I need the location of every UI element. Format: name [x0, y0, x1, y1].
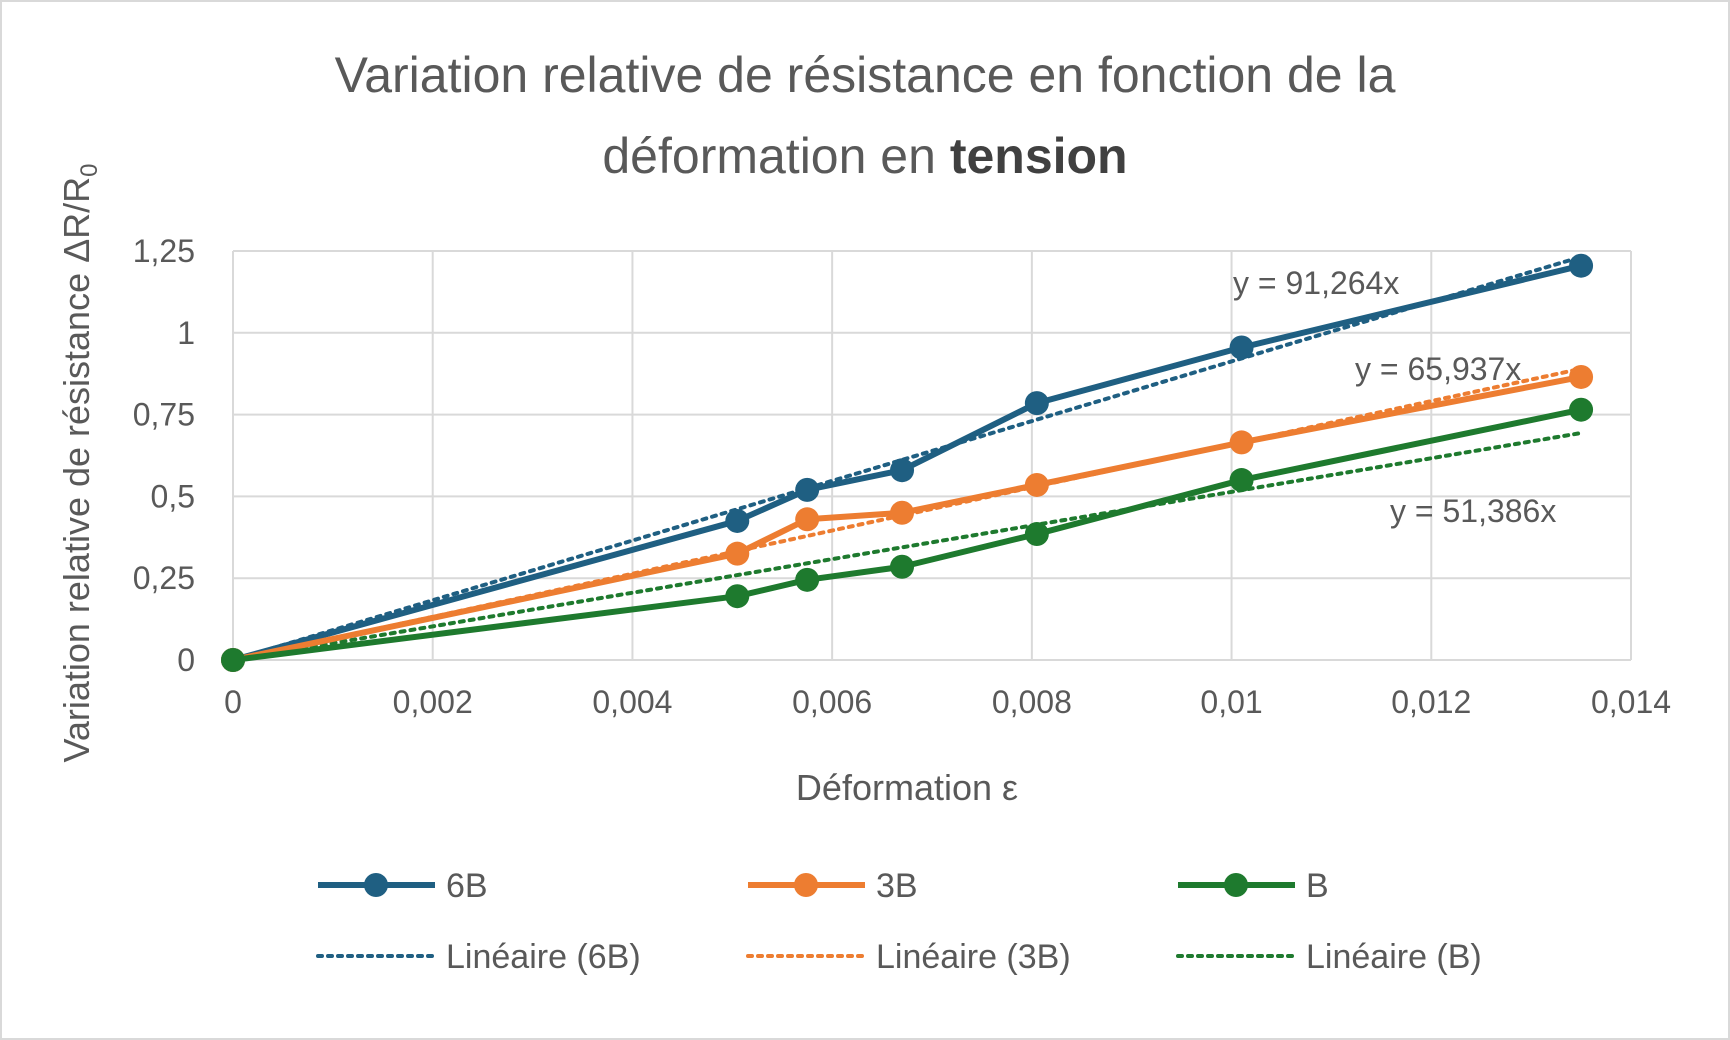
x-axis-title: Déformation ε [796, 767, 1018, 808]
chart-title-bold: tension [950, 128, 1128, 184]
y-tick-label: 1 [177, 315, 195, 351]
chart-title-prefix: déformation en [602, 128, 949, 184]
chart-title: Variation relative de résistance en fonc… [335, 47, 1396, 103]
y-tick-label: 0,75 [133, 397, 195, 433]
data-point [725, 541, 750, 566]
series [221, 253, 1594, 672]
trendline-equation: y = 65,937x [1355, 351, 1521, 387]
tick-labels: 0 0,002 0,004 0,006 0,008 0,01 0,012 0,014 0 0,25… [133, 233, 1671, 720]
legend-item: Linéaire (6B) [316, 938, 641, 976]
data-point [795, 477, 820, 502]
data-point [725, 584, 750, 609]
y-tick-label: 1,25 [133, 233, 195, 269]
y-tick-label: 0,25 [133, 560, 195, 596]
legend: 6B 3B B Linéaire (6B) Linéaire (3B) Linéaire … [316, 867, 1482, 976]
x-tick-label: 0,002 [393, 684, 473, 720]
y-tick-label: 0 [177, 642, 195, 678]
x-tick-label: 0,01 [1200, 684, 1262, 720]
y-axis-title-main: Variation relative de résistance ΔR/R [56, 177, 97, 763]
y-axis-title: Variation relative de résistance ΔR/R0 [56, 164, 103, 763]
data-point [1229, 430, 1254, 455]
legend-item: 3B [748, 867, 918, 905]
legend-item: 6B [318, 867, 488, 905]
data-point [1569, 364, 1594, 389]
legend-label: Linéaire (6B) [446, 938, 641, 976]
x-tick-label: 0,008 [992, 684, 1072, 720]
legend-label: 3B [876, 867, 918, 905]
data-point [1229, 468, 1254, 493]
legend-label: Linéaire (3B) [876, 938, 1071, 976]
data-point [1569, 397, 1594, 422]
series-3b [221, 364, 1594, 672]
data-point [890, 458, 915, 483]
y-tick-label: 0,5 [151, 478, 195, 514]
data-point [890, 554, 915, 579]
legend-label: 6B [446, 867, 488, 905]
trendline-equation: y = 91,264x [1233, 265, 1399, 301]
legend-item: Linéaire (B) [1176, 938, 1482, 976]
x-tick-label: 0,012 [1391, 684, 1471, 720]
series-b [221, 397, 1594, 672]
data-point [795, 507, 820, 532]
data-point [1024, 472, 1049, 497]
x-tick-label: 0,004 [592, 684, 672, 720]
data-point [1024, 391, 1049, 416]
trendline [231, 431, 1584, 662]
chart-title-line2: déformation en tension [602, 128, 1127, 184]
x-tick-label: 0,014 [1591, 684, 1671, 720]
trendline-equations: y = 91,264x y = 65,937x y = 51,386x [1233, 265, 1556, 529]
trendline-equation: y = 51,386x [1390, 493, 1556, 529]
trendline [231, 254, 1584, 662]
data-point [795, 567, 820, 592]
legend-marker [364, 873, 388, 897]
data-point [725, 508, 750, 533]
legend-marker [794, 873, 818, 897]
legend-item: B [1178, 867, 1329, 905]
grid [232, 250, 1632, 661]
x-tick-label: 0 [224, 684, 242, 720]
y-axis-title-subscript: 0 [76, 164, 103, 177]
legend-marker [1224, 873, 1248, 897]
legend-item: Linéaire (3B) [746, 938, 1071, 976]
x-tick-label: 0,006 [792, 684, 872, 720]
data-point [221, 648, 245, 672]
legend-label: Linéaire (B) [1306, 938, 1482, 976]
data-point [890, 500, 915, 525]
legend-label: B [1306, 867, 1329, 905]
data-point [1024, 522, 1049, 547]
data-point [1229, 335, 1254, 360]
data-point [1569, 253, 1594, 278]
